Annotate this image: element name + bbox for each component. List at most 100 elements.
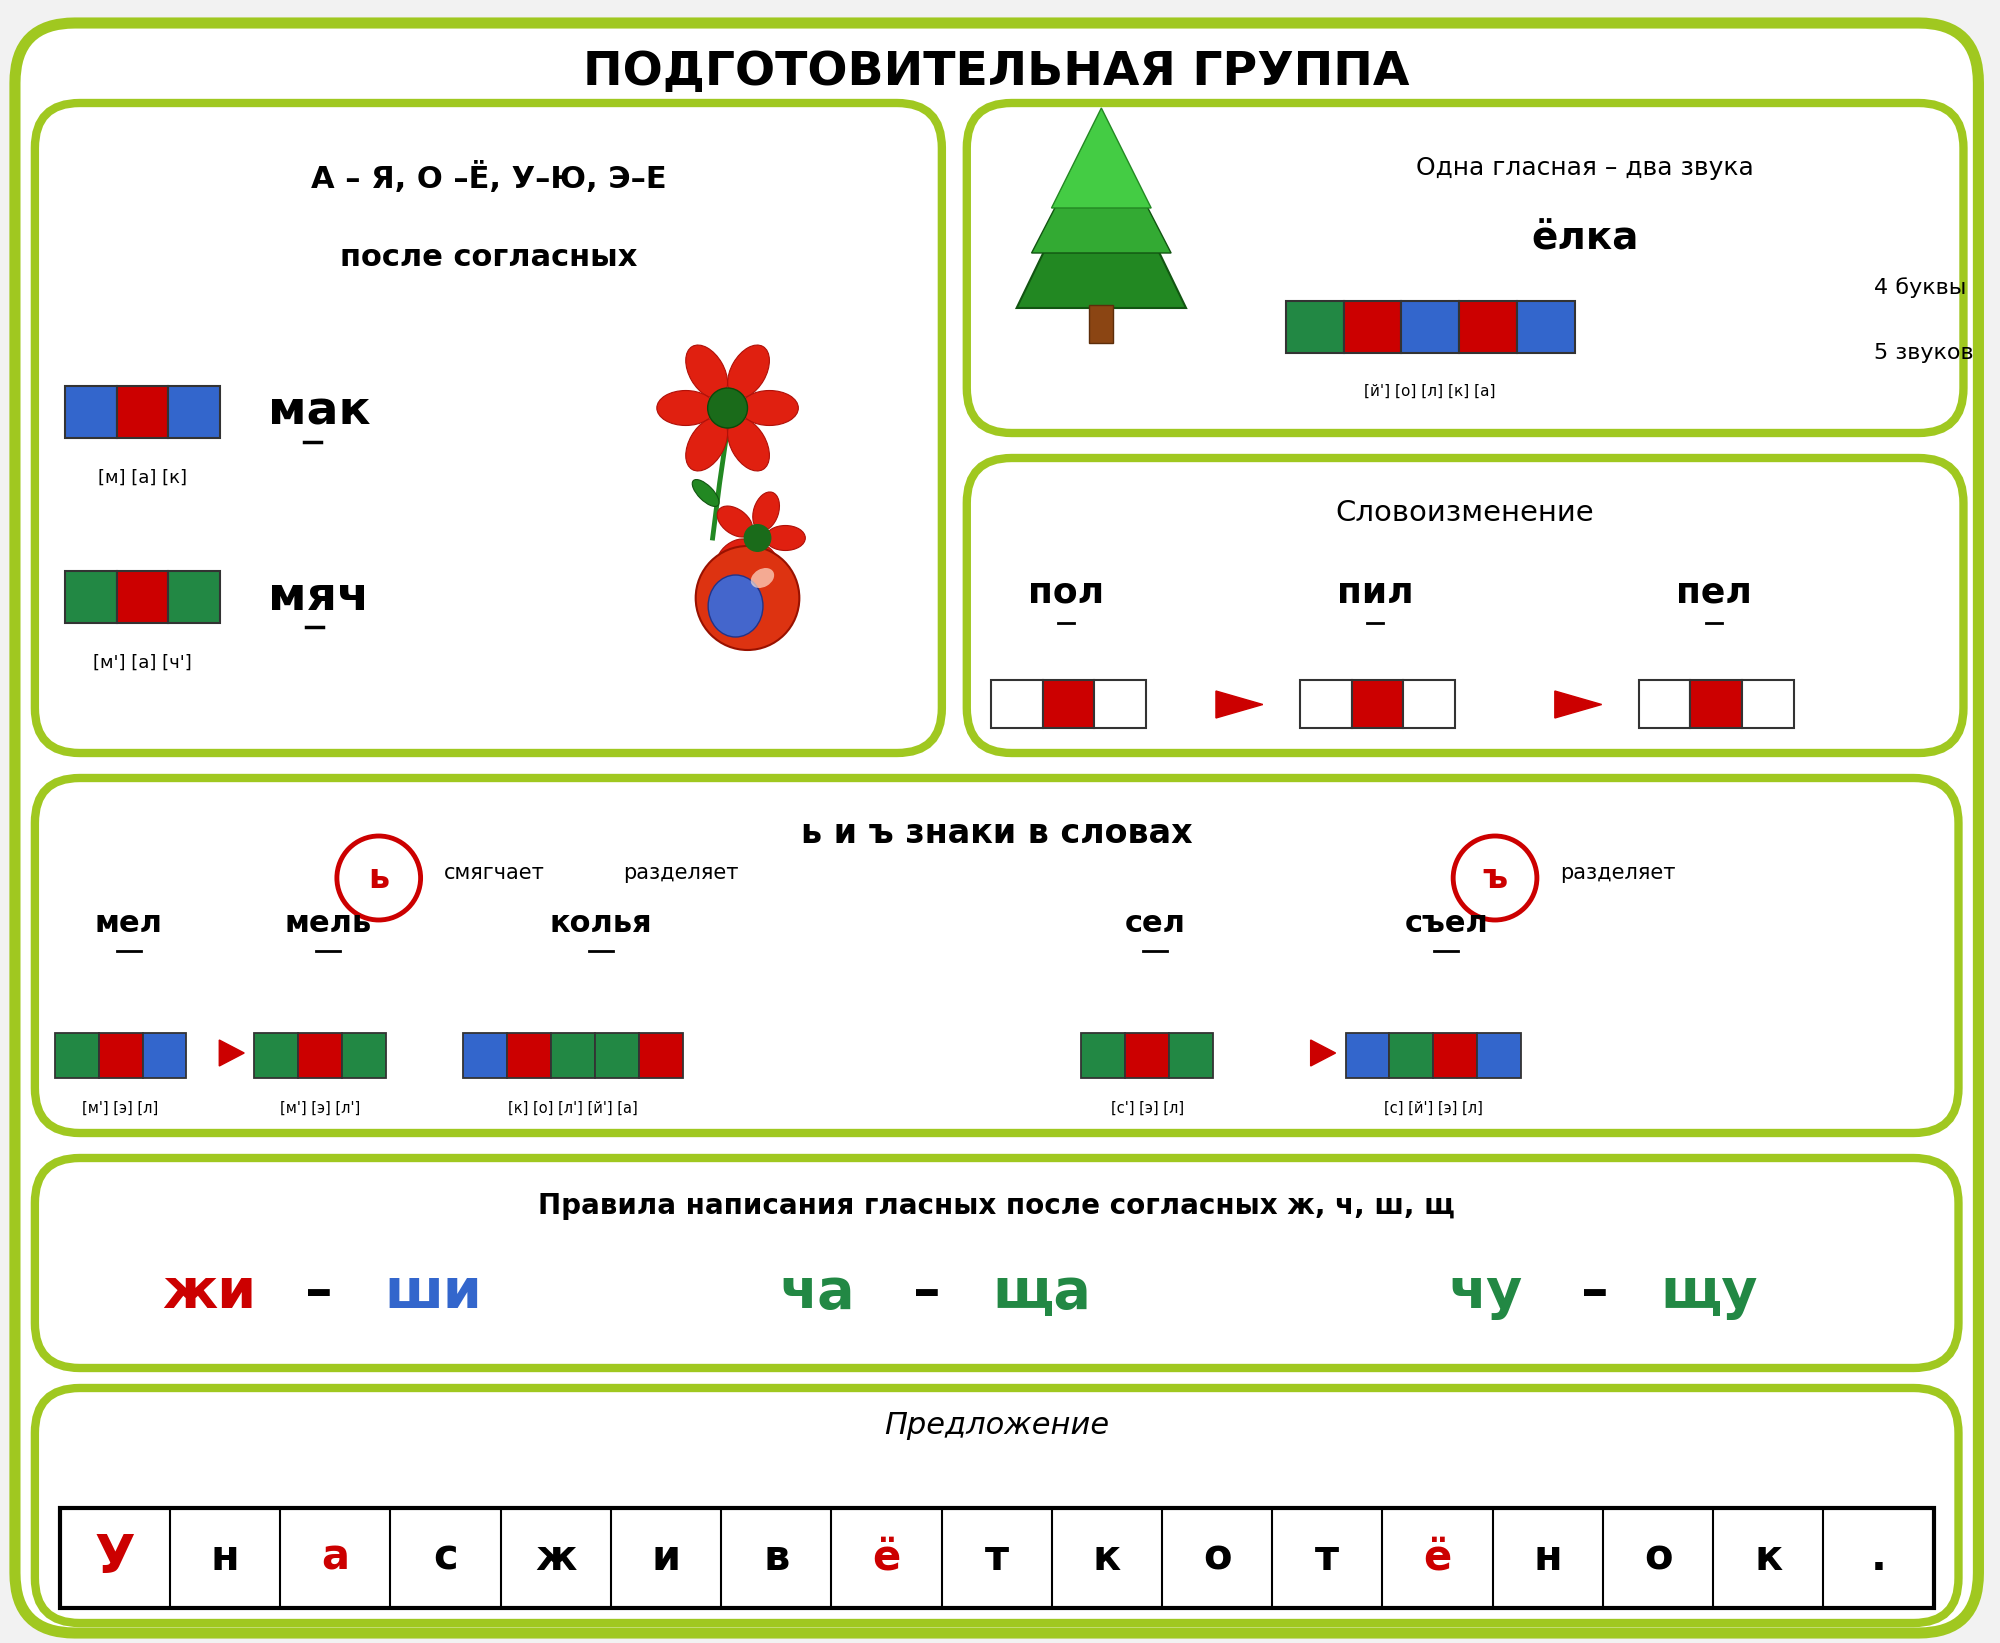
- Text: Словоизменение: Словоизменение: [1336, 499, 1594, 527]
- Bar: [1042, 680, 1094, 728]
- Bar: [1460, 301, 1516, 353]
- Circle shape: [744, 524, 772, 552]
- Text: 4 буквы: 4 буквы: [1874, 278, 1966, 299]
- Ellipse shape: [708, 575, 762, 637]
- Bar: [60, 1508, 1934, 1608]
- Text: ъ: ъ: [1482, 861, 1508, 894]
- Polygon shape: [1032, 118, 1172, 253]
- Text: к: к: [1092, 1536, 1122, 1579]
- Bar: [1690, 680, 1742, 728]
- Text: н: н: [1534, 1536, 1562, 1579]
- Text: с: с: [434, 1536, 458, 1579]
- Bar: [1170, 1033, 1212, 1078]
- Text: н: н: [210, 1536, 240, 1579]
- Polygon shape: [1052, 108, 1152, 209]
- Circle shape: [336, 836, 420, 920]
- Bar: [1286, 301, 1344, 353]
- Text: [с'] [э] [л]: [с'] [э] [л]: [1110, 1101, 1184, 1116]
- Bar: [990, 680, 1042, 728]
- Ellipse shape: [752, 491, 780, 531]
- Text: ща: ща: [992, 1267, 1090, 1319]
- Text: [й'] [о] [л] [к] [а]: [й'] [о] [л] [к] [а]: [1364, 383, 1496, 399]
- Bar: [1516, 301, 1574, 353]
- Text: –: –: [306, 1267, 332, 1319]
- Text: мел: мел: [94, 909, 162, 938]
- Circle shape: [708, 388, 748, 427]
- Bar: [254, 1033, 298, 1078]
- Text: к: к: [1754, 1536, 1782, 1579]
- Text: ь и ъ знаки в словах: ь и ъ знаки в словах: [800, 817, 1192, 849]
- Text: А – Я, О –Ё, У–Ю, Э–Е: А – Я, О –Ё, У–Ю, Э–Е: [310, 163, 666, 194]
- Text: о: о: [1644, 1536, 1672, 1579]
- Text: чу: чу: [1448, 1267, 1522, 1319]
- Ellipse shape: [718, 539, 752, 570]
- Text: ёлка: ёлка: [1532, 219, 1638, 256]
- Ellipse shape: [686, 417, 728, 472]
- Text: ши: ши: [384, 1267, 482, 1319]
- Bar: [638, 1033, 682, 1078]
- FancyBboxPatch shape: [34, 1388, 1958, 1623]
- Ellipse shape: [686, 345, 728, 398]
- Bar: [1082, 1033, 1126, 1078]
- Bar: [1126, 1033, 1170, 1078]
- Text: т: т: [1316, 1536, 1340, 1579]
- Text: Одна гласная – два звука: Одна гласная – два звука: [1416, 156, 1754, 181]
- Bar: [98, 1033, 142, 1078]
- Text: ча: ча: [780, 1267, 856, 1319]
- Bar: [508, 1033, 552, 1078]
- Bar: [1390, 1033, 1434, 1078]
- Text: т: т: [984, 1536, 1008, 1579]
- Polygon shape: [220, 1040, 244, 1066]
- Text: –: –: [1580, 1267, 1608, 1319]
- Text: сел: сел: [1124, 909, 1186, 938]
- Bar: [64, 572, 116, 623]
- Bar: [1346, 1033, 1390, 1078]
- Text: [к] [о] [л'] [й'] [а]: [к] [о] [л'] [й'] [а]: [508, 1101, 638, 1116]
- Text: Правила написания гласных после согласных ж, ч, ш, щ: Правила написания гласных после согласны…: [538, 1193, 1456, 1221]
- Text: щу: щу: [1660, 1267, 1758, 1319]
- Ellipse shape: [718, 506, 752, 537]
- Text: ж: ж: [536, 1536, 576, 1579]
- Text: разделяет: разделяет: [1560, 863, 1676, 882]
- Text: мак: мак: [268, 389, 370, 434]
- Bar: [116, 572, 168, 623]
- Bar: [116, 386, 168, 439]
- Text: пол: пол: [1028, 577, 1104, 610]
- Text: Предложение: Предложение: [884, 1411, 1110, 1441]
- Bar: [1434, 1033, 1478, 1078]
- FancyBboxPatch shape: [14, 23, 1978, 1633]
- Text: и: и: [652, 1536, 680, 1579]
- Ellipse shape: [740, 391, 798, 426]
- Ellipse shape: [766, 526, 806, 550]
- Text: пел: пел: [1676, 577, 1752, 610]
- Text: ё: ё: [872, 1536, 900, 1579]
- Bar: [1090, 306, 1114, 343]
- Polygon shape: [1310, 1040, 1336, 1066]
- Text: [с] [й'] [э] [л]: [с] [й'] [э] [л]: [1384, 1101, 1482, 1116]
- Bar: [1404, 680, 1456, 728]
- Bar: [552, 1033, 596, 1078]
- Bar: [168, 386, 220, 439]
- Polygon shape: [1016, 133, 1186, 307]
- Bar: [54, 1033, 98, 1078]
- FancyBboxPatch shape: [966, 104, 1964, 434]
- Polygon shape: [1216, 692, 1262, 718]
- FancyBboxPatch shape: [34, 779, 1958, 1134]
- Text: [м'] [э] [л']: [м'] [э] [л']: [280, 1101, 360, 1116]
- FancyBboxPatch shape: [34, 104, 942, 752]
- Bar: [1300, 680, 1352, 728]
- Text: съел: съел: [1404, 909, 1488, 938]
- Text: пил: пил: [1338, 577, 1414, 610]
- Text: смягчает: смягчает: [444, 863, 544, 882]
- Ellipse shape: [656, 391, 714, 426]
- Text: .: .: [1870, 1536, 1886, 1579]
- Ellipse shape: [728, 417, 770, 472]
- Text: ё: ё: [1424, 1536, 1452, 1579]
- Ellipse shape: [752, 545, 780, 583]
- Bar: [1094, 680, 1146, 728]
- Bar: [64, 386, 116, 439]
- Text: мяч: мяч: [268, 575, 370, 619]
- Polygon shape: [1554, 692, 1602, 718]
- Text: разделяет: разделяет: [622, 863, 738, 882]
- Text: ПОДГОТОВИТЕЛЬНАЯ ГРУППА: ПОДГОТОВИТЕЛЬНАЯ ГРУППА: [584, 51, 1410, 95]
